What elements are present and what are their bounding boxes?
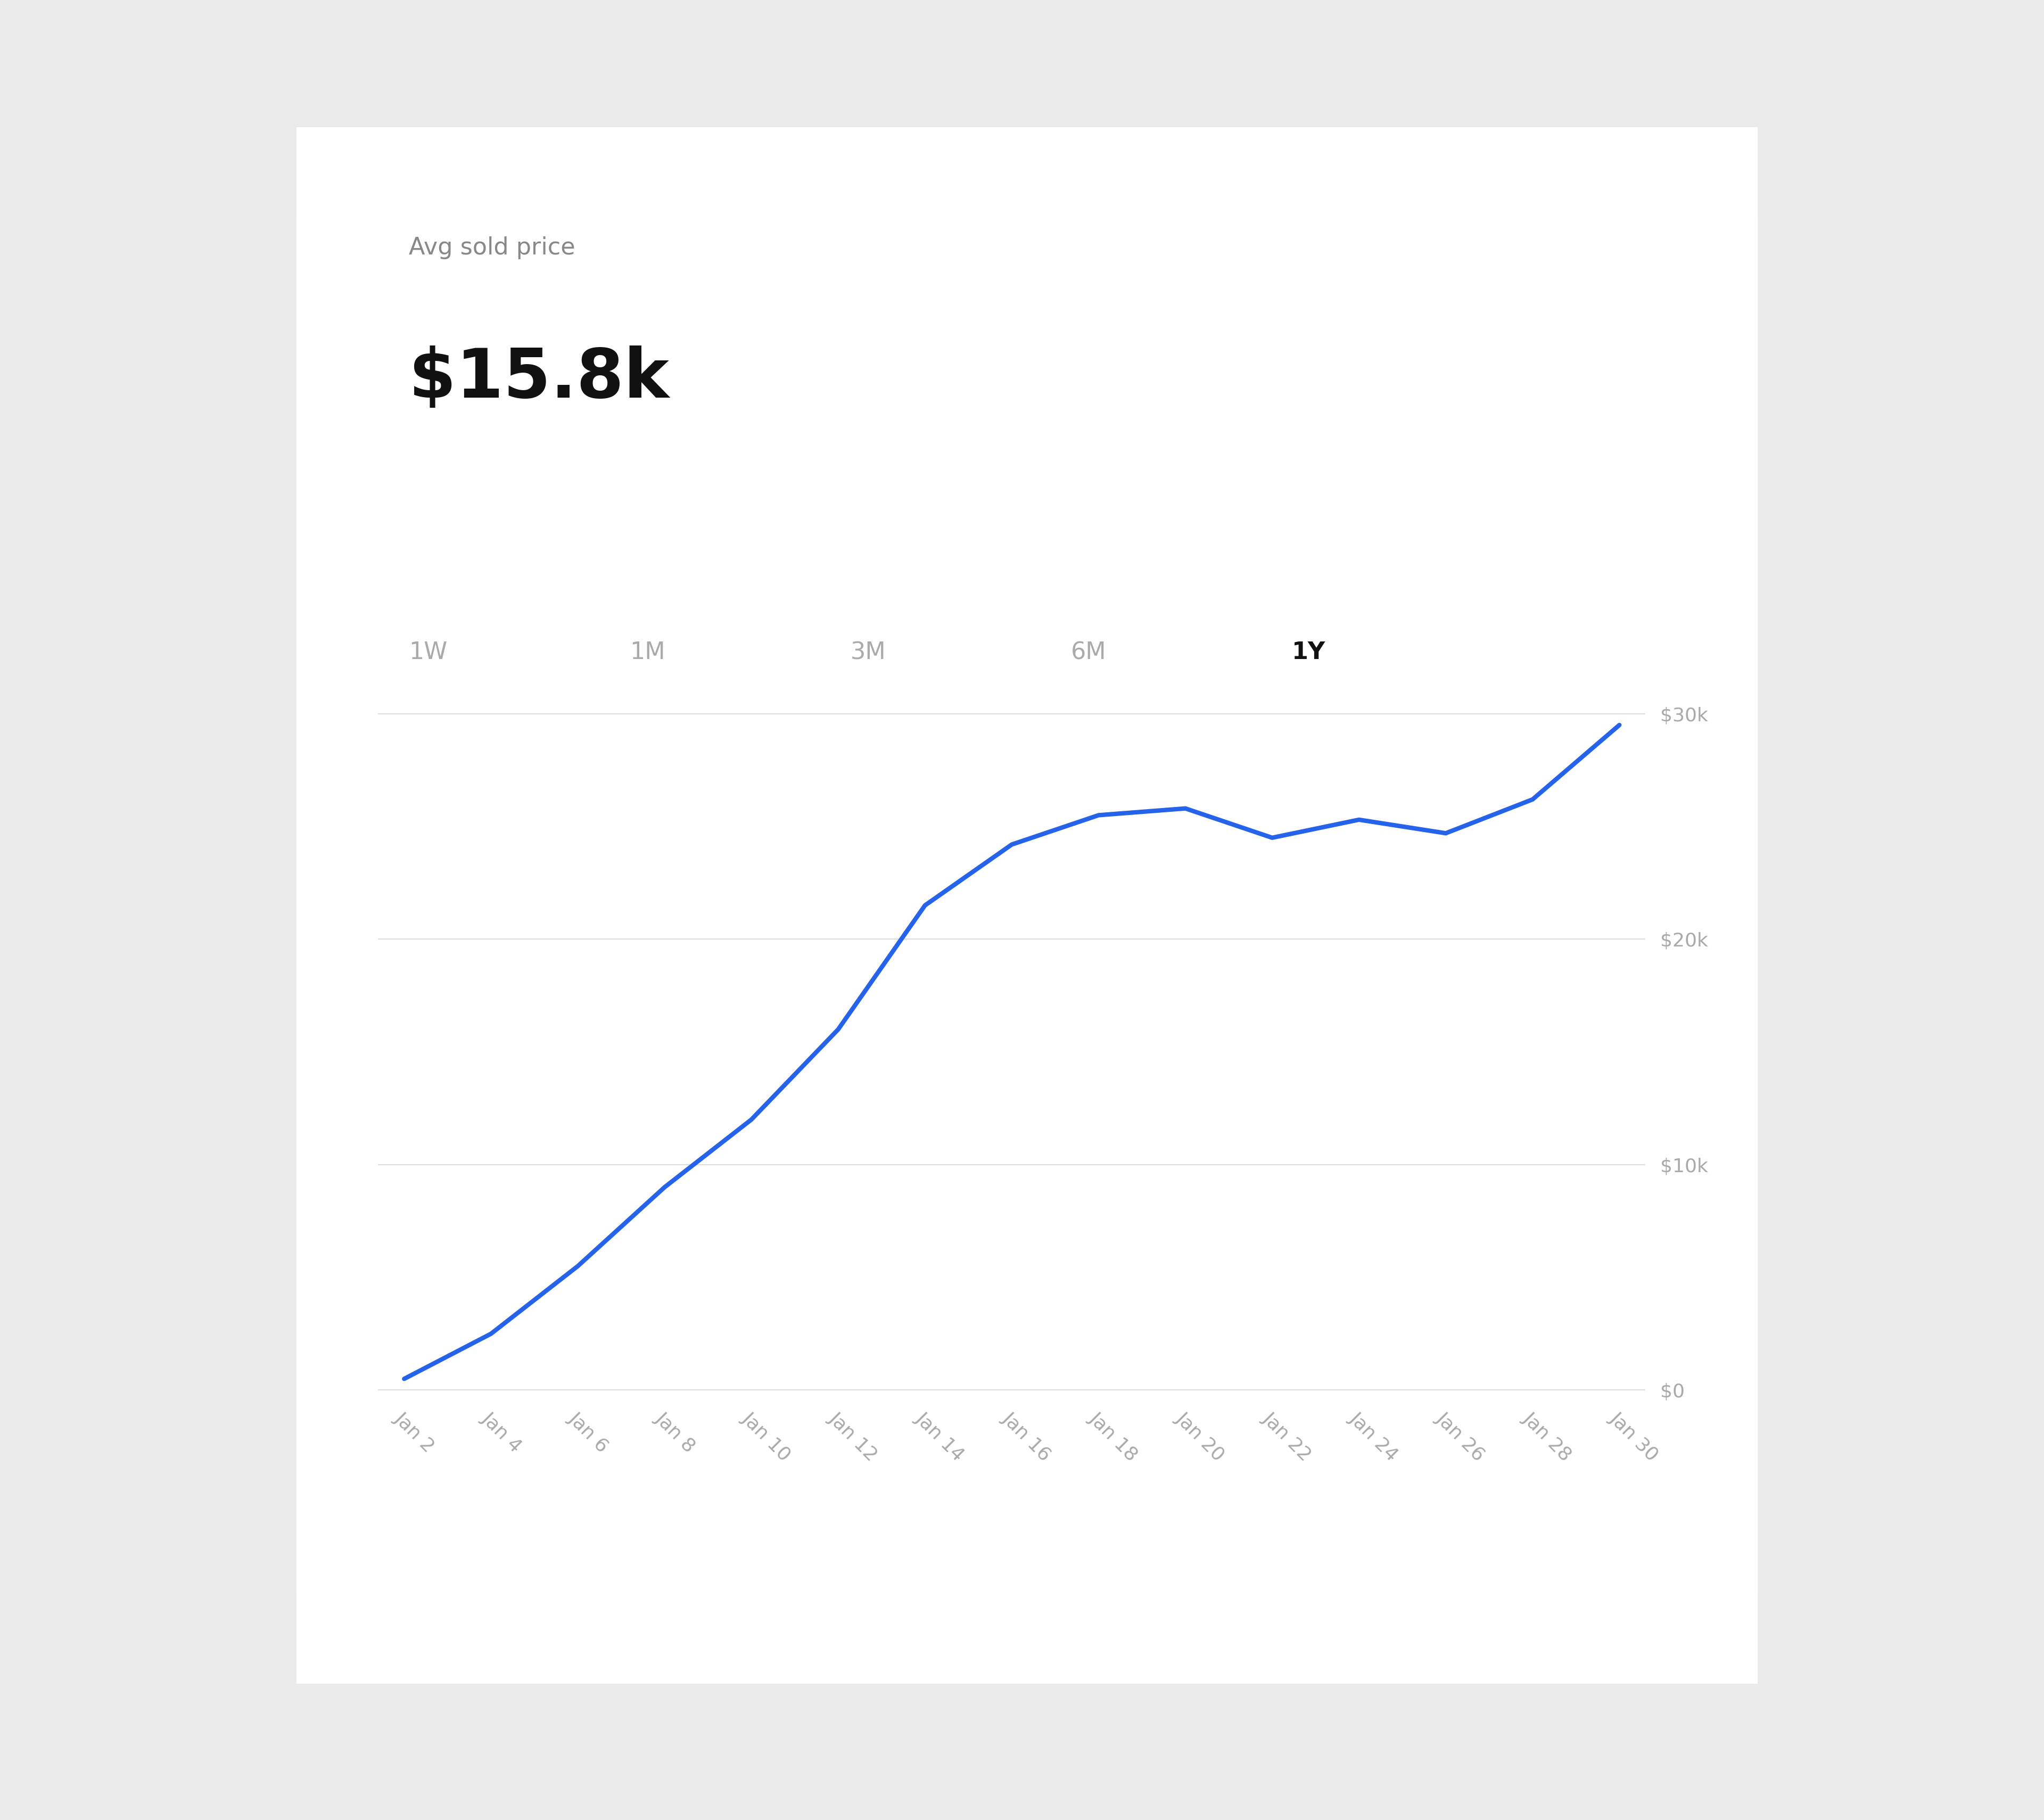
FancyBboxPatch shape xyxy=(296,127,1758,1684)
Text: 1Y: 1Y xyxy=(1292,641,1325,664)
Text: 6M: 6M xyxy=(1071,641,1106,664)
Text: Avg sold price: Avg sold price xyxy=(409,237,574,258)
Text: 1W: 1W xyxy=(409,641,448,664)
Text: $15.8k: $15.8k xyxy=(409,346,668,411)
Text: 1M: 1M xyxy=(630,641,664,664)
Text: 3M: 3M xyxy=(850,641,885,664)
